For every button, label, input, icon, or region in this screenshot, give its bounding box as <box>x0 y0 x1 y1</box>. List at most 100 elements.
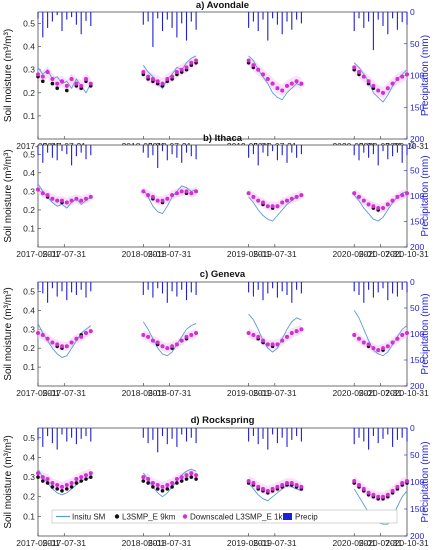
y-tick-label: 0.1 <box>23 362 35 372</box>
downscaled-point <box>170 344 175 349</box>
downscaled-point <box>390 198 395 203</box>
legend-insitu-label: Insitu SM <box>72 513 106 522</box>
insitu-line <box>353 310 408 357</box>
season <box>141 428 199 498</box>
downscaled-point <box>179 189 184 194</box>
downscaled-point <box>146 477 151 482</box>
downscaled-point <box>385 492 390 497</box>
season <box>141 145 199 215</box>
downscaled-point <box>155 198 160 203</box>
downscaled-point <box>251 332 256 337</box>
y-tick-label: 0.5 <box>23 286 35 296</box>
downscaled-point <box>160 81 165 86</box>
downscaled-point <box>299 327 304 332</box>
season <box>36 145 93 209</box>
y2-tick-label: 50 <box>410 166 420 176</box>
x-tick-label: 2018-07-31 <box>148 249 192 259</box>
downscaled-point <box>79 83 84 88</box>
l3-point <box>184 477 189 481</box>
downscaled-point <box>275 484 280 489</box>
downscaled-point <box>371 83 376 88</box>
y2-tick-label: 150 <box>410 355 424 365</box>
downscaled-point <box>59 344 64 349</box>
y2-tick-label: 0 <box>410 423 415 433</box>
downscaled-point <box>385 344 390 349</box>
downscaled-point <box>141 475 146 480</box>
downscaled-point <box>189 332 194 337</box>
downscaled-point <box>83 196 88 201</box>
downscaled-point <box>400 480 405 485</box>
legend: Insitu SM L3SMP_E 9km Downscaled L3SMP_E… <box>51 509 398 524</box>
downscaled-point <box>405 72 409 77</box>
downscaled-point <box>50 196 55 201</box>
downscaled-point <box>285 198 290 203</box>
downscaled-point <box>395 76 400 81</box>
downscaled-point <box>275 342 280 347</box>
legend-precip-label: Precip <box>295 513 318 522</box>
downscaled-point <box>64 344 69 349</box>
l3-point <box>175 481 179 485</box>
l3-point <box>40 79 45 84</box>
season <box>352 145 409 222</box>
x-tick-label: 2019-05-01 <box>227 249 271 259</box>
downscaled-point <box>150 338 155 343</box>
y-tick-label: 0.3 <box>23 324 35 334</box>
downscaled-point <box>261 72 266 77</box>
y-tick-label: 0.1 <box>23 511 35 521</box>
y-tick-label: 0.4 <box>23 168 35 178</box>
l3-point <box>194 477 198 481</box>
legend-downscaled-label: Downscaled L3SMP_E 1km <box>190 513 289 522</box>
x-tick-label: 2018-05-01 <box>122 388 166 398</box>
downscaled-point <box>381 494 386 499</box>
downscaled-point <box>265 488 270 493</box>
x-tick-label: 2018-07-31 <box>148 388 192 398</box>
y2-axis-label: Precipitation (mm) <box>420 293 431 374</box>
legend-precip-swatch <box>283 513 292 520</box>
downscaled-point <box>246 331 251 336</box>
y2-tick-label: 50 <box>410 39 420 49</box>
downscaled-point <box>256 334 261 339</box>
downscaled-point <box>141 332 146 337</box>
downscaled-point <box>405 191 409 196</box>
downscaled-point <box>366 79 371 84</box>
y-tick-label: 0.5 <box>23 433 35 443</box>
y-tick-label: 0.1 <box>23 111 35 121</box>
downscaled-point <box>366 342 371 347</box>
downscaled-point <box>294 194 299 199</box>
downscaled-point <box>69 340 74 345</box>
downscaled-point <box>79 475 84 480</box>
downscaled-point <box>174 477 179 482</box>
downscaled-point <box>261 200 266 205</box>
downscaled-point <box>83 473 88 478</box>
panel-title: d) Rockspring <box>191 415 255 426</box>
x-tick-label: 2020-05-01 <box>332 388 376 398</box>
l3-point <box>84 477 88 481</box>
y2-tick-label: 0 <box>410 277 415 287</box>
downscaled-point <box>299 193 304 198</box>
x-tick-label: 2020-10-31 <box>385 249 429 259</box>
season <box>36 12 93 94</box>
downscaled-point <box>160 484 165 489</box>
insitu-line <box>248 482 302 502</box>
plot-frame <box>37 144 408 248</box>
downscaled-point <box>79 334 84 339</box>
downscaled-point <box>155 79 160 84</box>
downscaled-point <box>256 198 261 203</box>
downscaled-point <box>385 202 390 207</box>
season <box>36 282 93 359</box>
downscaled-point <box>189 471 194 476</box>
x-tick-label: 2020-07-31 <box>359 538 403 548</box>
downscaled-point <box>40 74 45 79</box>
plot-frame <box>37 281 408 387</box>
x-tick-label: 2018-05-01 <box>122 249 166 259</box>
season <box>352 428 409 525</box>
panel-2: b) Ithaca 0.1 0.2 0.3 0.4 0.5 0 50 100 150 200 2017… <box>3 133 431 259</box>
downscaled-point <box>270 342 275 347</box>
y-tick-label: 0.2 <box>23 492 35 502</box>
x-tick-label: 2020-07-31 <box>359 249 403 259</box>
downscaled-point <box>299 484 304 489</box>
downscaled-point <box>361 198 366 203</box>
x-tick-label: 2020-07-31 <box>359 388 403 398</box>
l3-point <box>50 485 55 489</box>
downscaled-point <box>155 340 160 345</box>
